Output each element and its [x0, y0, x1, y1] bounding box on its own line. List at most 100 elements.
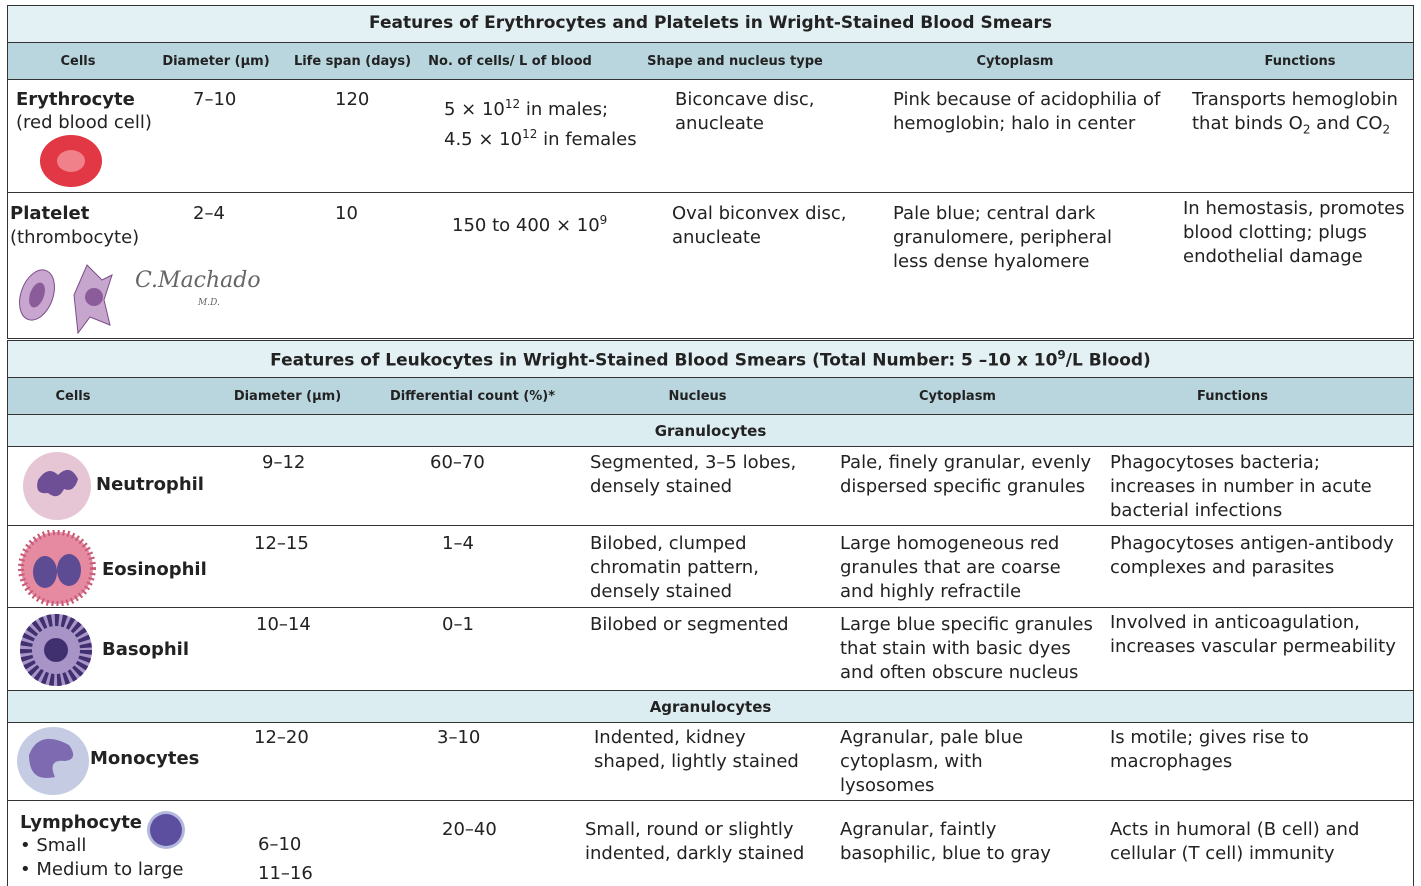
functions: Acts in humoral (B cell) and cellular (T… — [1110, 819, 1360, 864]
differential: 60–70 — [430, 452, 485, 473]
cytoplasm: Large blue specific granules that stain … — [840, 614, 1093, 683]
row — [7, 800, 1414, 886]
header: No. of cells/ L of blood — [428, 54, 592, 69]
functions: Phagocytoses antigen-antibody complexes … — [1110, 533, 1394, 578]
cell-alt: (red blood cell) — [16, 112, 152, 133]
header: Nucleus — [668, 389, 727, 404]
cytoplasm: Agranular, pale blue cytoplasm, with lys… — [840, 727, 1024, 796]
cell-name: Platelet — [10, 203, 90, 224]
header: Functions — [1196, 389, 1269, 404]
cytoplasm: Large homogeneous red granules that are … — [840, 533, 1061, 602]
functions: Phagocytoses bacteria; increases in numb… — [1110, 452, 1372, 521]
header: Cytoplasm — [976, 54, 1054, 69]
header: Diameter (µm) — [233, 389, 342, 404]
differential: 3–10 — [437, 727, 481, 748]
superscript: 9 — [599, 213, 608, 227]
text: /L Blood) — [1065, 350, 1151, 371]
header: Cells — [55, 389, 91, 404]
differential: 0–1 — [442, 614, 474, 635]
neutrophil-image — [23, 452, 91, 520]
diameter: 9–12 — [262, 452, 306, 473]
nucleus: Bilobed or segmented — [590, 614, 789, 635]
basophil-image — [20, 614, 92, 686]
subtype: • Medium to large — [20, 859, 184, 880]
header: Shape and nucleus type — [647, 54, 823, 69]
differential: 1–4 — [442, 533, 474, 554]
text: 150 to 400 × 10 — [452, 215, 600, 236]
cytoplasm: Pink because of acidophilia of hemoglobi… — [893, 89, 1161, 134]
cell-name: Eosinophil — [102, 559, 207, 580]
group-row — [7, 414, 1414, 447]
row — [7, 722, 1414, 801]
lymphocyte-image — [147, 811, 185, 849]
header: Cytoplasm — [919, 389, 996, 404]
life-span: 10 — [335, 203, 358, 224]
group-label: Agranulocytes — [649, 698, 772, 716]
header: Diameter (µm) — [162, 54, 270, 69]
table-title: Features of Leukocytes in Wright-Stained… — [7, 348, 1414, 371]
superscript: 12 — [522, 127, 538, 141]
header: Functions — [1264, 54, 1336, 69]
functions: Is motile; gives rise to macrophages — [1110, 727, 1309, 772]
cell-name: Monocytes — [90, 748, 200, 769]
cytoplasm: Agranular, faintly basophilic, blue to g… — [840, 819, 1051, 864]
title-row — [7, 5, 1414, 43]
text: in females — [537, 129, 637, 150]
cell-name: Neutrophil — [96, 474, 204, 495]
signature: C.Machado — [135, 268, 261, 293]
row — [7, 79, 1414, 193]
nucleus: Indented, kidney shaped, lightly stained — [594, 727, 799, 772]
cell-name: Erythrocyte — [16, 89, 135, 110]
row — [7, 446, 1414, 526]
cell-name: Basophil — [102, 639, 189, 660]
cell-alt: (thrombocyte) — [10, 227, 140, 248]
cytoplasm: Pale, finely granular, evenly dispersed … — [840, 452, 1092, 497]
group-row — [7, 690, 1414, 723]
functions: Involved in anticoagulation, increases v… — [1110, 612, 1396, 657]
diameter: 12–15 — [254, 533, 309, 554]
text: 4.5 × 10 — [444, 129, 523, 150]
diameter: 10–14 — [256, 614, 311, 635]
cell-count: 5 × 1012 in males; 4.5 × 1012 in females — [444, 92, 664, 152]
text: Transports hemoglobin that binds O — [1192, 89, 1398, 134]
diameter: 2–4 — [193, 203, 225, 224]
shape: Oval biconvex disc, anucleate — [672, 203, 847, 248]
text: 5 × 10 — [444, 99, 505, 120]
row — [7, 192, 1414, 339]
subscript: 2 — [1382, 122, 1391, 137]
differential: 20–40 — [442, 819, 497, 840]
cell-name: Lymphocyte — [20, 812, 143, 833]
nucleus: Small, round or slightly indented, darkl… — [585, 819, 805, 864]
shape: Biconcave disc, anucleate — [675, 89, 815, 134]
functions: In hemostasis, promotes blood clotting; … — [1183, 198, 1405, 267]
nucleus: Bilobed, clumped chromatin pattern, dens… — [590, 533, 759, 602]
header-row — [7, 42, 1414, 80]
header: Differential count (%)* — [389, 389, 556, 404]
diameter: 6–10 — [258, 834, 302, 855]
nucleus: Segmented, 3–5 lobes, densely stained — [590, 452, 797, 497]
diameter: 7–10 — [193, 89, 237, 110]
row — [7, 525, 1414, 608]
text: and CO — [1310, 113, 1383, 134]
diameter: 11–16 — [258, 863, 313, 884]
subscript: 2 — [1302, 122, 1311, 137]
erythrocyte-image — [40, 135, 102, 187]
header: Cells — [60, 54, 96, 69]
cell-count: 150 to 400 × 109 — [452, 208, 607, 238]
life-span: 120 — [335, 89, 370, 110]
functions: Transports hemoglobin that binds O2 and … — [1192, 88, 1407, 142]
signature: M.D. — [198, 298, 220, 308]
superscript: 9 — [1057, 348, 1066, 362]
text: Features of Leukocytes in Wright-Stained… — [270, 350, 1058, 371]
eosinophil-image — [18, 530, 96, 606]
header: Life span (days) — [293, 54, 412, 69]
monocyte-image — [17, 727, 89, 795]
platelet-image — [19, 264, 113, 335]
superscript: 12 — [504, 97, 521, 111]
cytoplasm: Pale blue; central dark granulomere, per… — [893, 203, 1113, 272]
text: in males; — [520, 99, 609, 120]
diameter: 12–20 — [254, 727, 309, 748]
group-label: Granulocytes — [654, 422, 767, 440]
subtype: • Small — [20, 835, 87, 856]
